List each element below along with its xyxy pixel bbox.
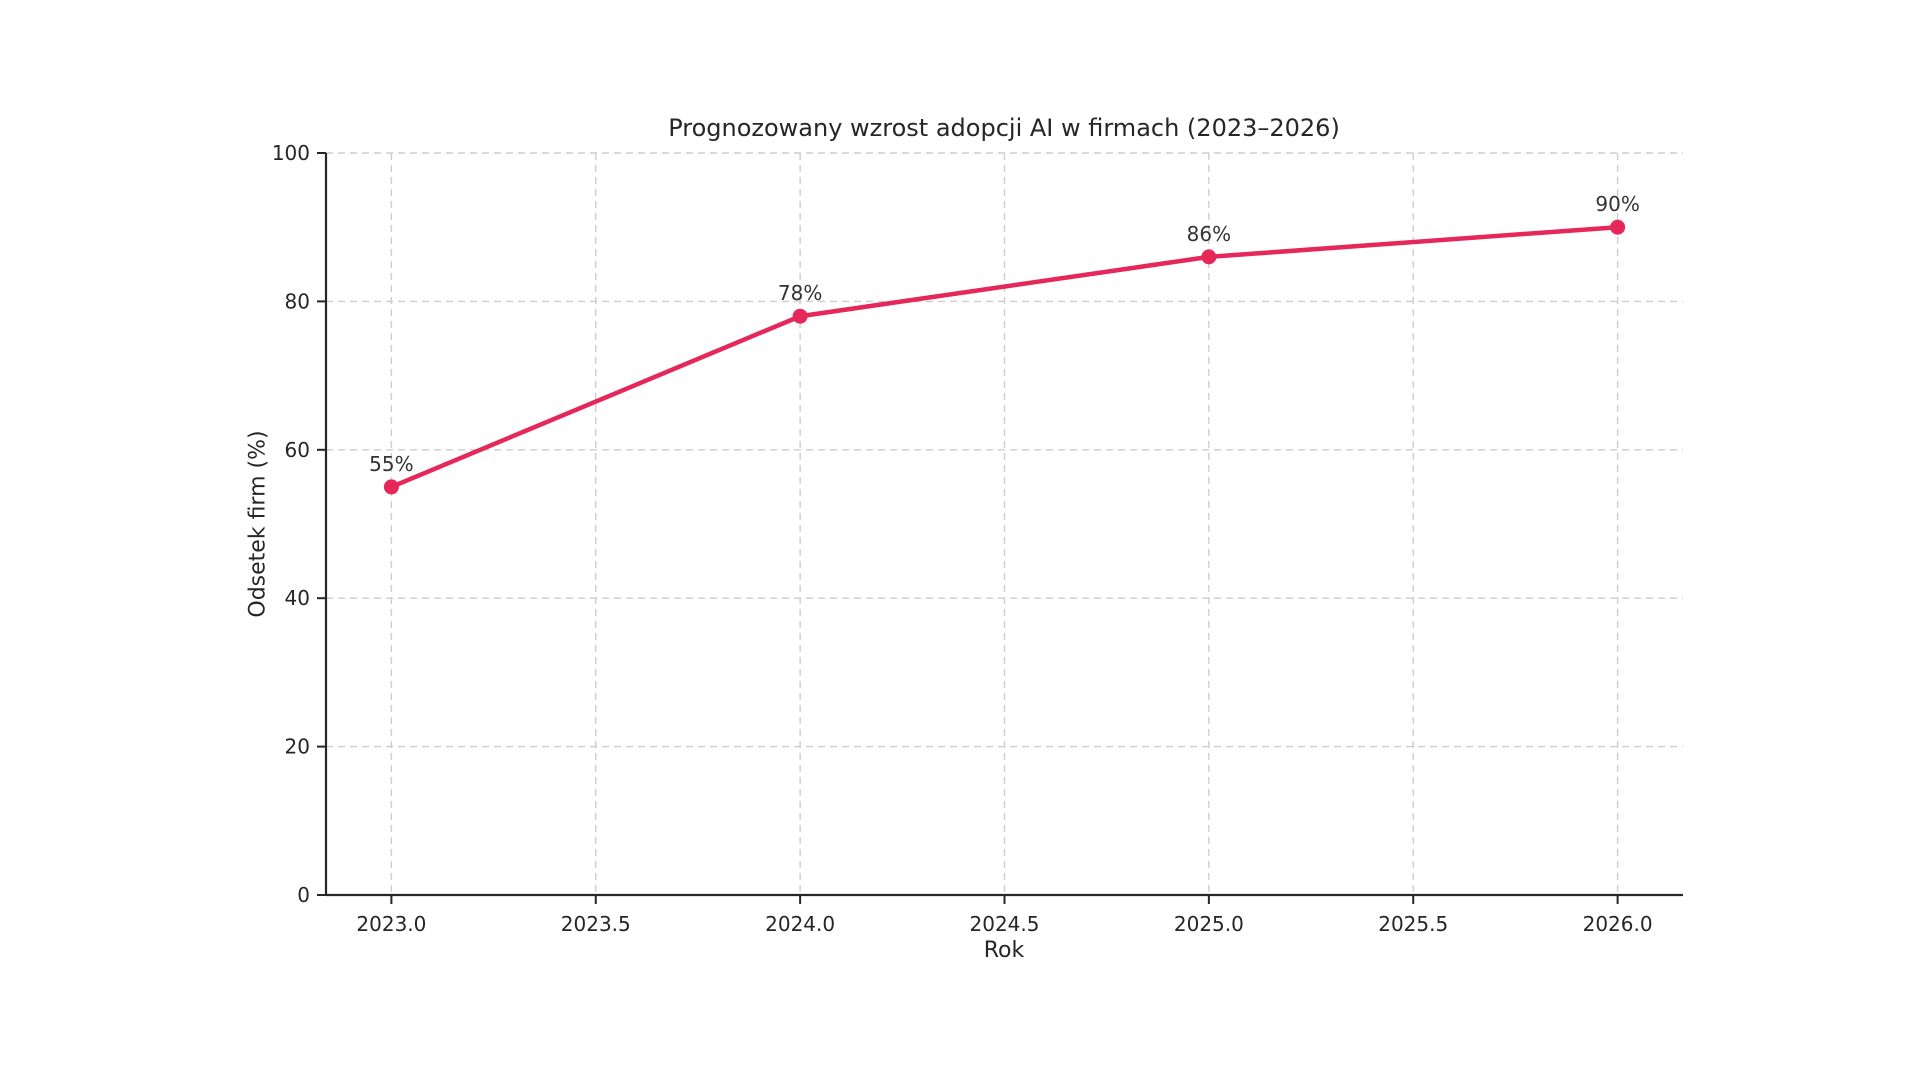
adoption-line [389,224,1620,490]
data-point-label: 90% [1595,192,1639,216]
data-point [1201,249,1217,265]
x-tick-label: 2025.0 [1174,912,1244,936]
data-point-label: 78% [778,281,822,305]
x-tick-label: 2024.5 [970,912,1040,936]
data-point-label: 86% [1187,222,1231,246]
y-tick-label: 80 [285,289,310,313]
y-tick-label: 40 [285,586,310,610]
data-point-label: 55% [369,452,413,476]
x-tick-label: 2024.0 [765,912,835,936]
y-tick-label: 20 [285,735,310,759]
y-tick-label: 60 [285,438,310,462]
y-tick-label: 100 [272,141,310,165]
x-tick-label: 2026.0 [1583,912,1653,936]
data-point [1610,219,1626,235]
y-tick-label: 0 [297,883,310,907]
data-point [792,308,808,324]
chart-title: Prognozowany wzrost adopcji AI w firmach… [668,114,1340,142]
x-axis-title: Rok [983,938,1025,963]
x-tick-label: 2023.0 [356,912,426,936]
x-tick-label: 2025.5 [1378,912,1448,936]
x-tick-label: 2023.5 [561,912,631,936]
data-point [383,479,399,495]
y-axis-title: Odsetek firm (%) [245,430,271,618]
